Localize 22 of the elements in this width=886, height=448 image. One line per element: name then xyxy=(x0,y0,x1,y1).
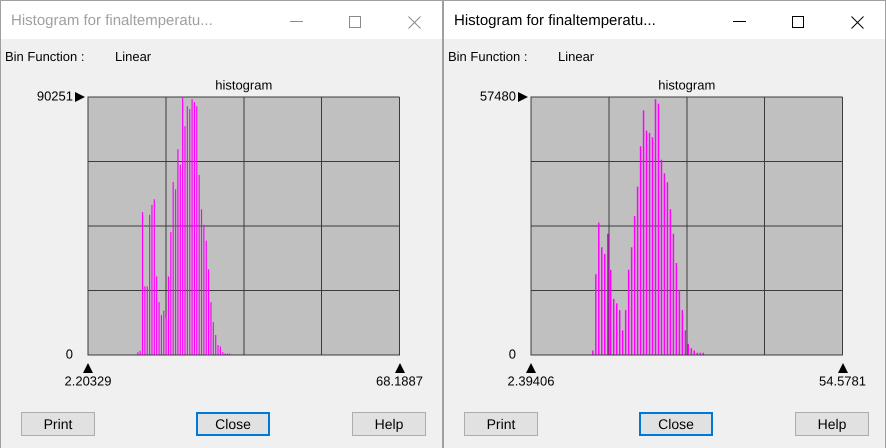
text: Linear xyxy=(558,49,594,65)
y-tick-label: 57480 xyxy=(480,88,516,104)
chart-title: histogram xyxy=(215,78,272,93)
x-tick-label: 2.20329 xyxy=(64,373,112,388)
text: Linear xyxy=(115,49,152,65)
chart-title: histogram xyxy=(658,78,716,93)
text: Bin Function : xyxy=(448,49,528,65)
text: Bin Function : xyxy=(5,49,84,65)
button: Print xyxy=(464,412,538,436)
button: Print xyxy=(21,412,95,436)
button: Close xyxy=(639,412,713,436)
y-tick-label: 0 xyxy=(508,346,516,362)
y-tick-label: 90251 xyxy=(36,88,73,104)
text: Histogram for finaltemperatu... xyxy=(11,11,213,30)
y-tick-label: 0 xyxy=(66,346,73,362)
button: Close xyxy=(196,412,270,436)
x-tick-label: 54.5781 xyxy=(819,373,866,388)
button: Help xyxy=(352,412,426,436)
x-tick-label: 2.39406 xyxy=(508,373,554,388)
text: Histogram for finaltemperatu... xyxy=(454,11,656,30)
button: Help xyxy=(795,412,869,436)
x-tick-label: 68.1887 xyxy=(376,373,424,388)
